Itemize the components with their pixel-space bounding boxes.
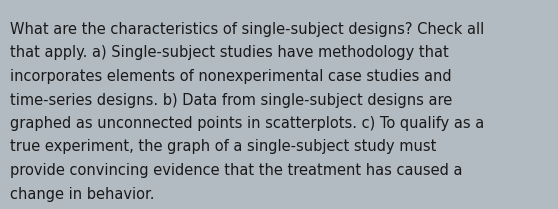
Text: graphed as unconnected points in scatterplots. c) To qualify as a: graphed as unconnected points in scatter… bbox=[10, 116, 484, 131]
Text: that apply. a) Single-subject studies have methodology that: that apply. a) Single-subject studies ha… bbox=[10, 46, 449, 60]
Text: true experiment, the graph of a single-subject study must: true experiment, the graph of a single-s… bbox=[10, 139, 436, 154]
Text: change in behavior.: change in behavior. bbox=[10, 186, 155, 201]
Text: What are the characteristics of single-subject designs? Check all: What are the characteristics of single-s… bbox=[10, 22, 484, 37]
Text: provide convincing evidence that the treatment has caused a: provide convincing evidence that the tre… bbox=[10, 163, 463, 178]
Text: time-series designs. b) Data from single-subject designs are: time-series designs. b) Data from single… bbox=[10, 93, 452, 107]
Text: incorporates elements of nonexperimental case studies and: incorporates elements of nonexperimental… bbox=[10, 69, 451, 84]
